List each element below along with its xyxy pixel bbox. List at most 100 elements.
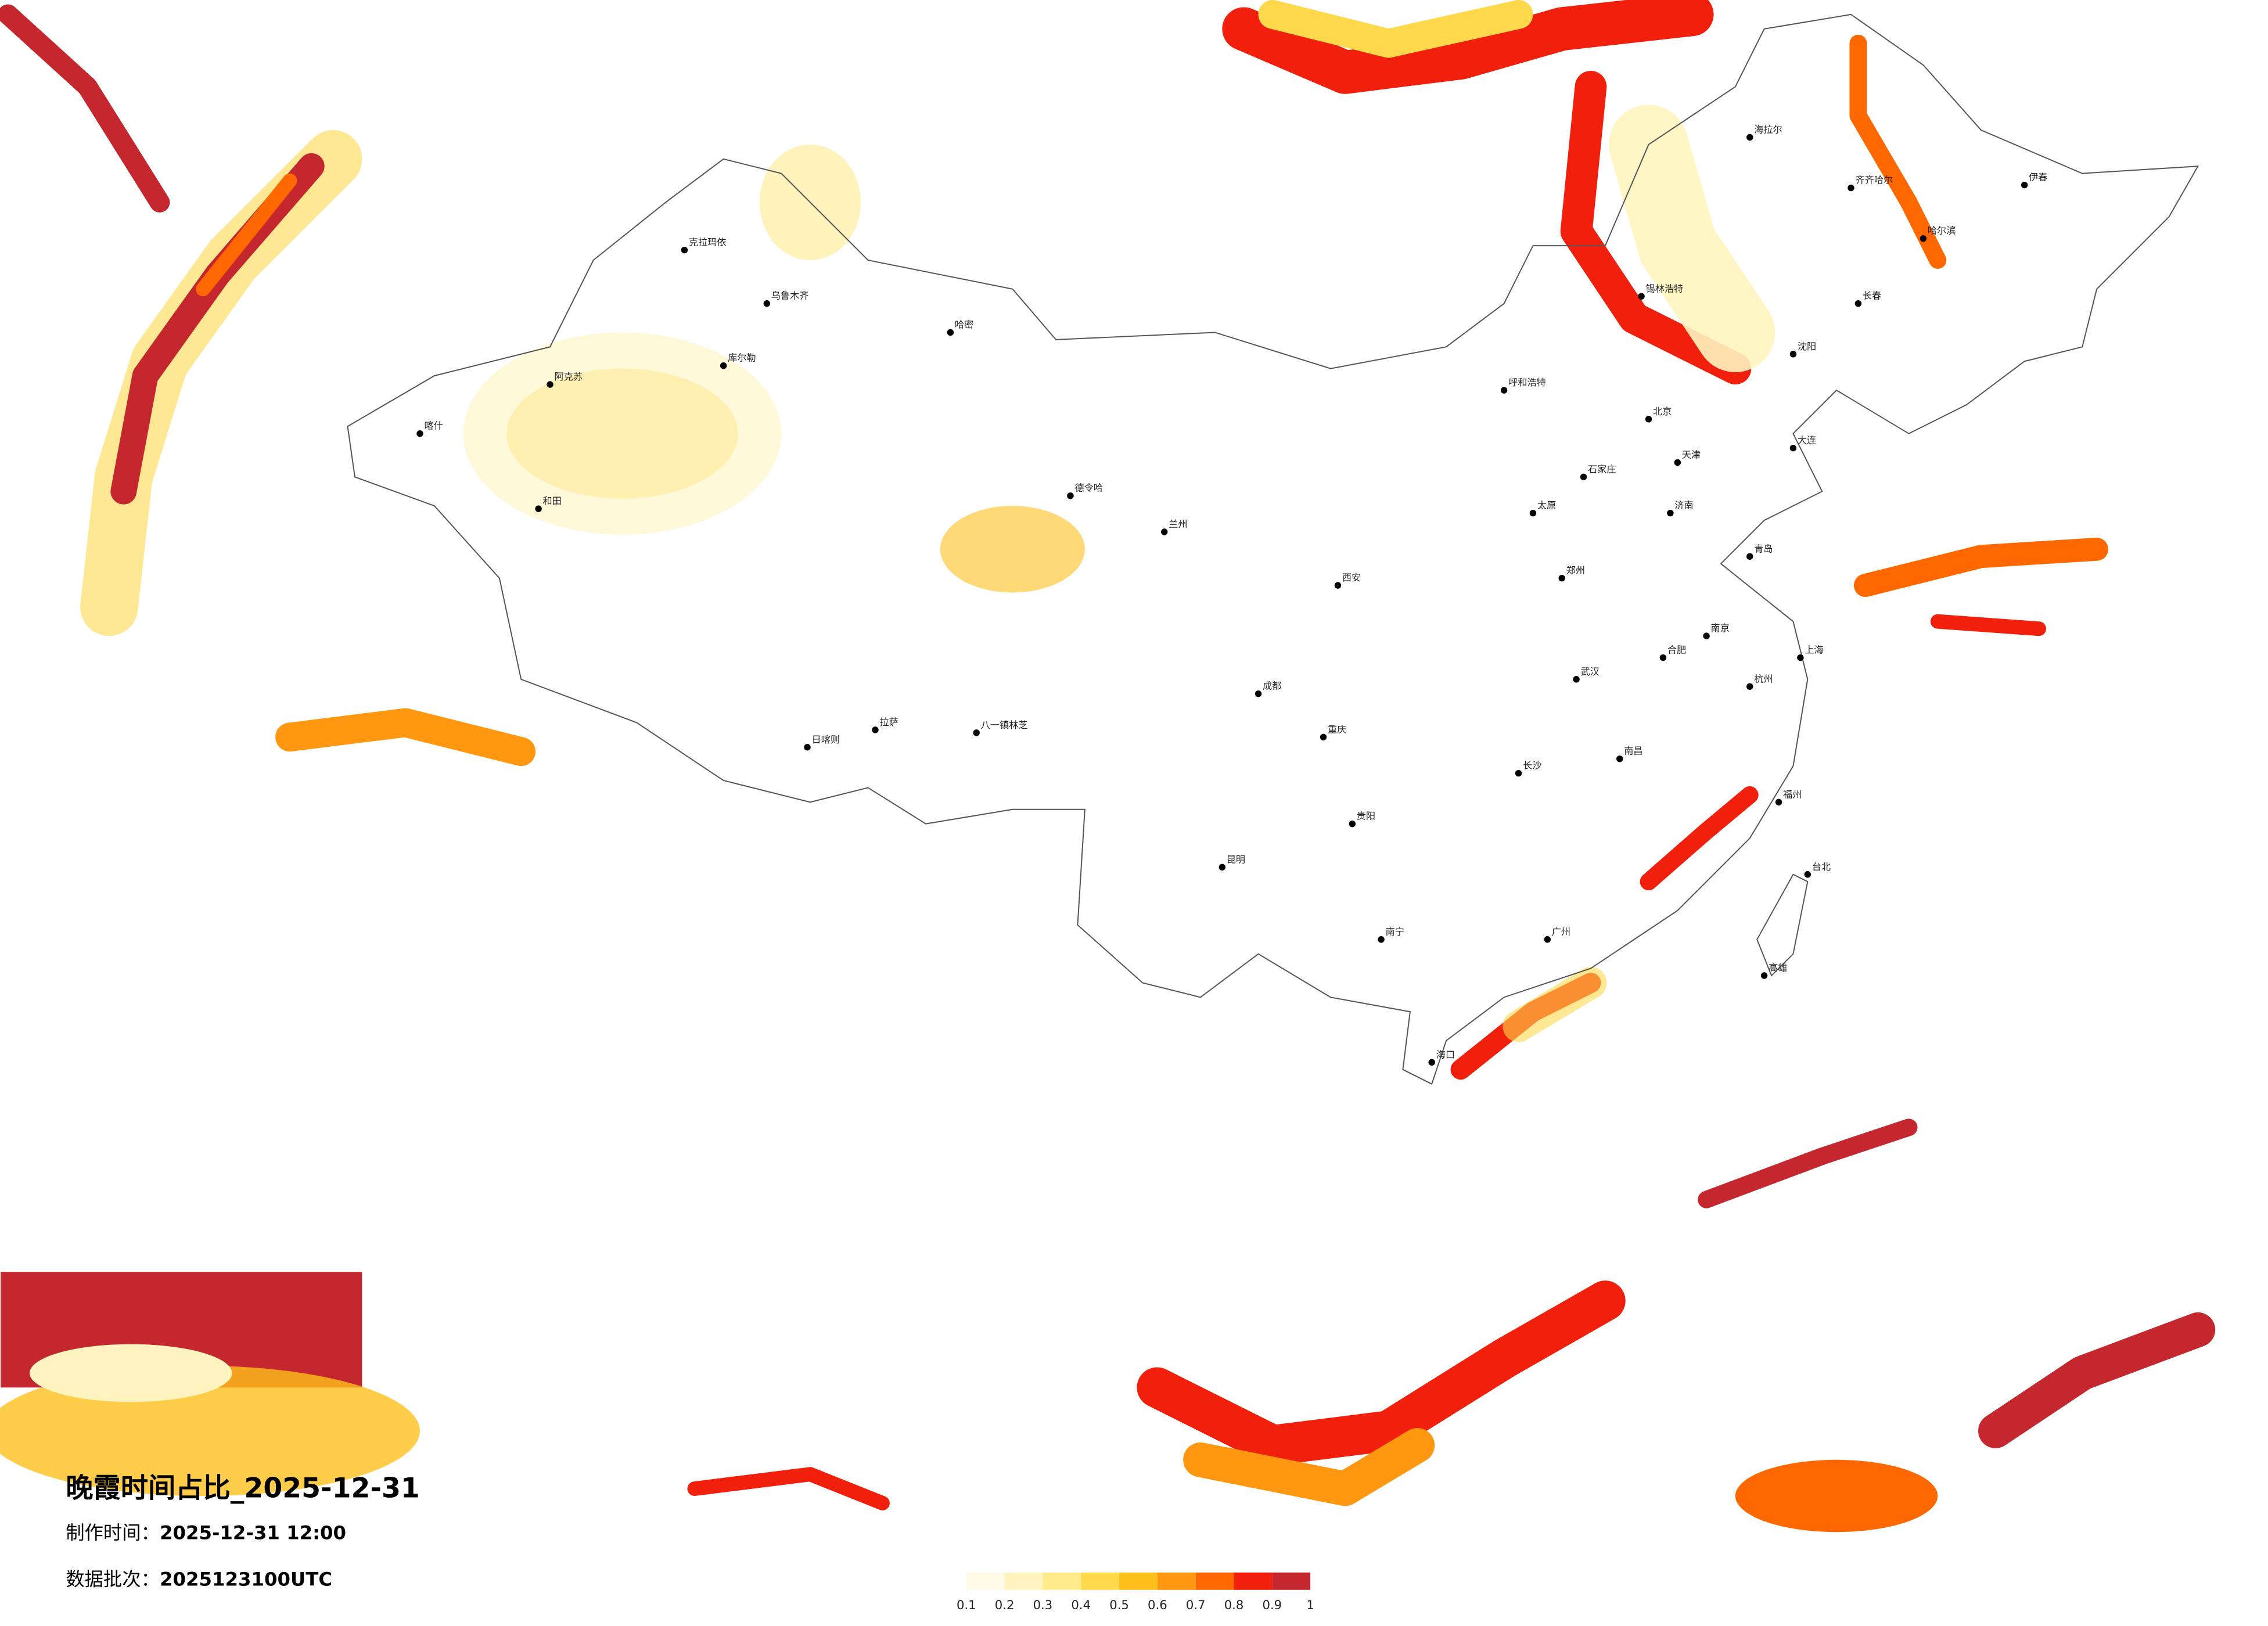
city-dot [1920, 235, 1927, 242]
city-dot [416, 430, 423, 437]
city-label: 长沙 [1523, 760, 1541, 771]
city-dot [763, 300, 771, 307]
city-dot [804, 744, 811, 751]
city-label: 贵阳 [1357, 811, 1375, 822]
city-label: 兰州 [1169, 519, 1187, 530]
city-dot [1746, 683, 1753, 690]
city-dot [1848, 184, 1854, 192]
city-dot [535, 505, 542, 512]
heat-layer [0, 0, 2216, 1533]
map-title: 晚霞时间占比_2025-12-31 [66, 1472, 420, 1504]
city-dot [1573, 676, 1580, 683]
city-label: 海拉尔 [1754, 124, 1782, 135]
legend-swatch [1195, 1572, 1234, 1590]
city-label: 郑州 [1566, 565, 1585, 576]
city-dot [1529, 509, 1537, 517]
city-label: 南宁 [1386, 926, 1404, 937]
city-label: 青岛 [1754, 543, 1773, 554]
city-dot [1378, 936, 1385, 943]
legend-swatch [1234, 1572, 1273, 1590]
legend-tick-label: 0.1 [957, 1598, 976, 1612]
city-dot [1746, 134, 1753, 141]
city-dot [1349, 820, 1356, 828]
legend-tick-label: 0.9 [1263, 1598, 1282, 1612]
city-dot [547, 381, 553, 388]
city-label: 重庆 [1328, 724, 1346, 735]
city-label: 天津 [1682, 449, 1701, 461]
city-label: 合肥 [1667, 645, 1686, 656]
city-dot [1428, 1059, 1435, 1066]
city-dot [720, 362, 727, 369]
city-dot [1161, 528, 1168, 535]
city-label: 德令哈 [1074, 483, 1102, 494]
city-dot [1797, 654, 1804, 661]
city-label: 杭州 [1754, 673, 1773, 684]
city-dot [1320, 733, 1327, 741]
city-label: 哈尔滨 [1928, 225, 1956, 236]
city-dot [1789, 351, 1797, 358]
legend-swatch [1004, 1572, 1043, 1590]
city-dot [1544, 936, 1551, 943]
china-border [347, 13, 2199, 1085]
legend-tick-label: 0.8 [1224, 1598, 1244, 1612]
city-dot [1580, 473, 1587, 481]
city-label: 台北 [1812, 861, 1831, 872]
legend-tick-label: 0.4 [1071, 1598, 1091, 1612]
city-label: 石家庄 [1588, 463, 1616, 474]
city-dot [973, 729, 980, 736]
city-label: 锡林浩特 [1646, 283, 1684, 294]
city-dot [1659, 654, 1667, 661]
city-label: 大连 [1798, 435, 1816, 446]
city-label: 乌鲁木齐 [771, 290, 809, 301]
city-label: 太原 [1537, 500, 1556, 511]
city-dot [1775, 798, 1782, 806]
city-label: 日喀则 [811, 734, 839, 745]
legend-tick-label: 0.2 [995, 1598, 1015, 1612]
city-dot [947, 329, 954, 336]
city-label: 喀什 [424, 420, 443, 431]
legend-tick-label: 1 [1306, 1598, 1314, 1612]
city-label: 齐齐哈尔 [1855, 175, 1893, 186]
city-label: 伊春 [2029, 172, 2047, 183]
city-label: 长春 [1863, 290, 1881, 301]
city-dot [1558, 574, 1565, 582]
city-dot [1854, 300, 1862, 307]
city-label: 和田 [543, 495, 562, 506]
city-label: 高雄 [1769, 962, 1787, 973]
production-time: 制作时间：2025-12-31 12:00 [66, 1522, 346, 1544]
city-dot [1667, 509, 1674, 517]
city-dot [1616, 755, 1623, 762]
city-label: 武汉 [1581, 666, 1600, 677]
city-dot [1500, 387, 1508, 394]
city-dot [1638, 293, 1645, 300]
production-time-label: 制作时间： [66, 1522, 160, 1544]
legend: 0.1 0.2 0.3 0.4 0.5 0.6 0.7 0.8 0.9 1 [957, 1572, 1314, 1612]
city-label: 上海 [1805, 645, 1823, 656]
city-dot [2021, 181, 2028, 189]
city-label: 南京 [1711, 623, 1730, 634]
legend-swatch [1119, 1572, 1158, 1590]
city-dot [1645, 416, 1652, 423]
city-dot [872, 726, 879, 733]
city-dot [1674, 459, 1681, 466]
city-dot [1255, 690, 1262, 697]
city-label: 福州 [1783, 789, 1802, 800]
taiwan [1756, 873, 1809, 977]
city-label: 西安 [1342, 572, 1361, 583]
legend-tick-label: 0.7 [1186, 1598, 1206, 1612]
legend-swatch [1157, 1572, 1196, 1590]
city-label: 广州 [1552, 926, 1570, 937]
legend-swatch [1043, 1572, 1081, 1590]
city-label: 沈阳 [1798, 341, 1816, 352]
city-label: 昆明 [1227, 854, 1245, 865]
city-dot [681, 246, 688, 254]
city-dot [1515, 769, 1522, 777]
city-label: 呼和浩特 [1508, 377, 1546, 388]
data-batch: 数据批次：2025123100UTC [66, 1568, 332, 1590]
city-dot [1789, 444, 1797, 452]
city-label: 阿克苏 [554, 371, 582, 382]
city-dot [1067, 492, 1074, 499]
city-dot [1746, 553, 1753, 560]
